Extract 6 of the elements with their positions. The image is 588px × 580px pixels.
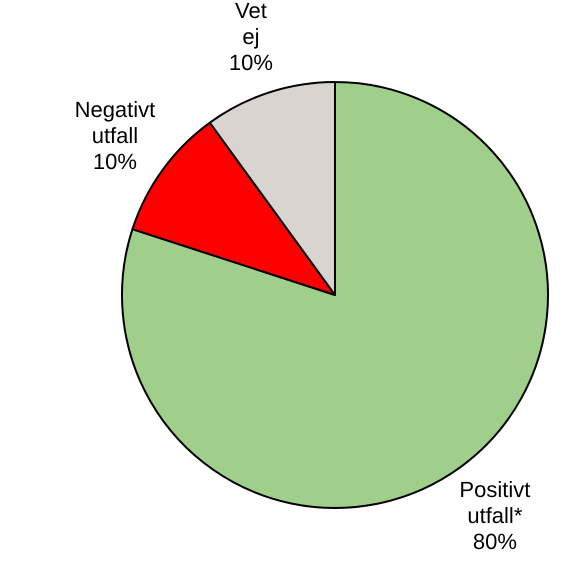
slice-label: Negativt utfall <box>74 96 156 148</box>
slice-label: Positivt utfall* <box>459 476 530 528</box>
slice-label: Vet ej <box>235 0 267 50</box>
data-label: 10% <box>228 50 273 76</box>
data-label: 10% <box>92 148 137 174</box>
data-label: 80% <box>472 528 517 554</box>
